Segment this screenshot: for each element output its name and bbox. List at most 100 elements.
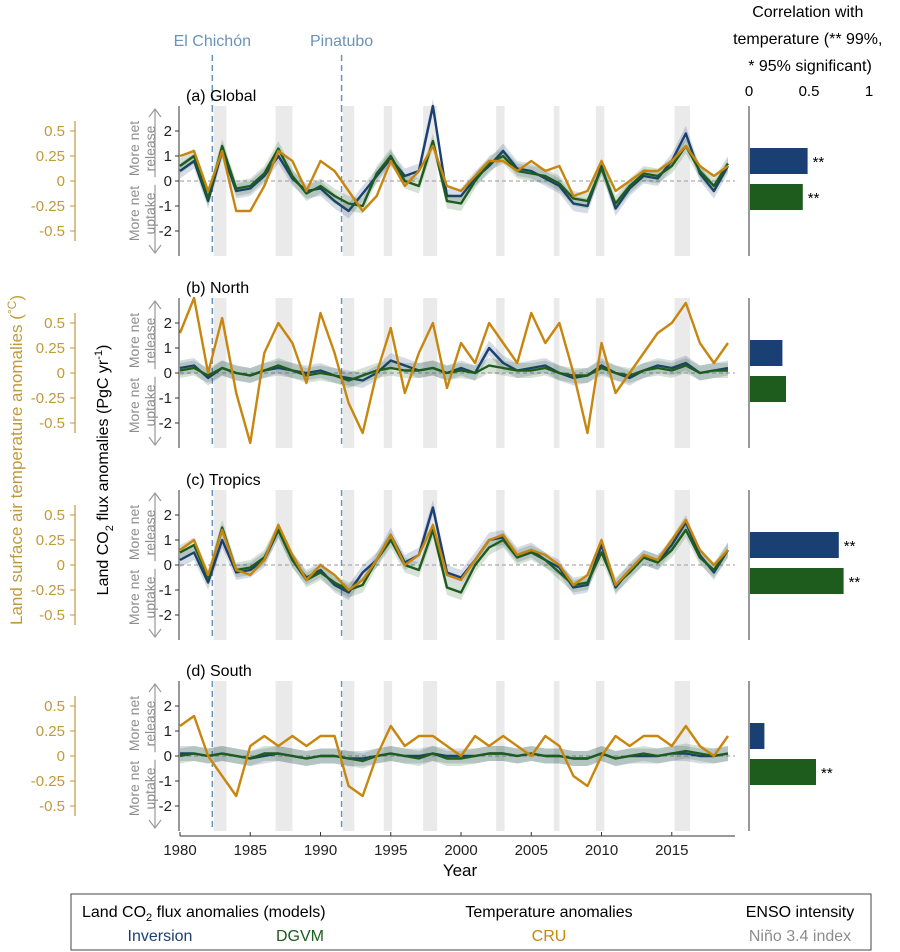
temperature-axis-label: Land surface air temperature anomalies (… [5,295,26,625]
temperature-tick-label: 0 [57,365,65,382]
uptake-arrow-head [148,244,162,254]
correlation-bar-dgvm [750,759,816,785]
panel-title: (c) Tropics [186,472,261,489]
temperature-tick-label: -0.5 [39,798,65,815]
x-tick-label: 1995 [374,842,407,859]
enso-band [275,106,293,256]
release-label: More netrelease [126,313,158,368]
panel-2: (c) Tropics -2 -1 0 1 2 -0.5 -0.25 0 0.25 0.5 More … [31,472,861,640]
release-label: More netrelease [126,505,158,560]
flux-tick-label: 2 [164,507,172,524]
series-line-dgvm [179,749,729,763]
flux-tick-label: 0 [164,748,172,765]
panel-1: (b) North -2 -1 0 1 2 -0.5 -0.25 0 0.25 0.5 More ne… [31,280,786,448]
temperature-tick-label: -0.5 [39,415,65,432]
flux-axis-label: Land CO2 flux anomalies (PgC yr-1) [93,345,116,596]
temperature-tick-label: -0.25 [31,582,65,599]
x-tick-label: 1980 [163,842,196,859]
panel-title: (a) Global [186,88,256,105]
enso-band [383,681,393,831]
temperature-tick-label: 0 [57,173,65,190]
series-line-cru [179,144,729,213]
series-line-cru [178,296,729,445]
uptake-arrow-head [148,436,162,446]
enso-band [383,298,393,448]
correlation-bar-dgvm [750,376,786,402]
panel-0: (a) Global -2 -1 0 1 2 -0.5 -0.25 0 0.25 0.5 More n… [31,55,824,256]
series-line-cru [179,714,729,798]
temperature-tick-label: 0.25 [36,532,65,549]
enso-band [383,490,393,640]
flux-tick-label: -2 [159,415,172,432]
legend-enso-title: ENSO intensity [746,904,854,921]
series-line-dgvm [179,364,728,382]
series-line-dgvm [179,139,729,208]
uncertainty-band [180,358,728,388]
correlation-tick-label: 0 [745,83,753,100]
correlation-bar-inversion [750,148,808,174]
release-label: More netrelease [126,696,158,751]
uptake-label: More netuptake [126,186,158,241]
flux-tick-label: 1 [164,148,172,165]
temperature-tick-label: -0.5 [39,607,65,624]
enso-band [213,681,227,831]
legend-cru: CRU [532,928,567,945]
uptake-label: More netuptake [126,570,158,625]
temperature-tick-label: -0.25 [31,773,65,790]
legend-flux-title: Land CO2 flux anomalies (models) [82,904,326,924]
enso-band [496,298,505,448]
enso-band [674,681,691,831]
legend: Land CO2 flux anomalies (models) Inversi… [70,893,872,951]
correlation-bar-dgvm [750,568,844,594]
volcano-label-pinatubo: Pinatubo [310,33,373,50]
legend-temperature-title: Temperature anomalies [465,904,632,921]
release-arrow-head [148,108,162,118]
enso-band [674,106,691,256]
temperature-tick-label: 0 [57,557,65,574]
significance-marker: ** [808,190,820,207]
flux-tick-label: 2 [164,123,172,140]
temperature-tick-label: -0.25 [31,198,65,215]
panel-title: (d) South [186,663,252,680]
enso-band [383,106,393,256]
panel-3: (d) South -2 -1 0 1 2 -0.5 -0.25 0 0.25 0.5 More ne… [31,663,833,859]
correlation-tick-label: 1 [865,83,873,100]
temperature-tick-label: 0.25 [36,148,65,165]
temperature-tick-label: 0.5 [44,123,65,140]
uptake-label: More netuptake [126,761,158,816]
flux-tick-label: 2 [164,315,172,332]
temperature-tick-label: 0.25 [36,340,65,357]
uptake-arrow-head [148,819,162,829]
significance-marker: ** [821,765,833,782]
temperature-tick-label: 0.5 [44,315,65,332]
correlation-tick-label: 0.5 [799,83,820,100]
release-arrow-head [148,683,162,693]
enso-band [496,106,505,256]
flux-tick-label: 0 [164,365,172,382]
flux-tick-label: 2 [164,698,172,715]
legend-box [70,893,872,951]
enso-band [213,106,227,256]
flux-tick-label: -1 [159,390,172,407]
flux-tick-label: -1 [159,773,172,790]
x-tick-label: 2005 [515,842,548,859]
significance-marker: ** [849,574,861,591]
temperature-tick-label: -0.25 [31,390,65,407]
enso-band [496,490,505,640]
correlation-bar-dgvm [750,184,803,210]
x-tick-label: 2000 [444,842,477,859]
correlation-axis-ticks: 0 0.5 1 [745,83,873,100]
flux-tick-label: 0 [164,173,172,190]
temperature-unit: °C [5,300,19,314]
temperature-tick-label: 0 [57,748,65,765]
flux-tick-label: -1 [159,582,172,599]
release-arrow-head [148,492,162,502]
flux-tick-label: -2 [159,607,172,624]
enso-band [423,681,438,831]
enso-band [275,681,293,831]
correlation-bar-inversion [750,723,765,749]
x-tick-label: 1985 [234,842,267,859]
x-tick-label: 1990 [304,842,337,859]
release-arrow-head [148,300,162,310]
correlation-title: Correlation with temperature (** 99%, * … [733,4,887,75]
